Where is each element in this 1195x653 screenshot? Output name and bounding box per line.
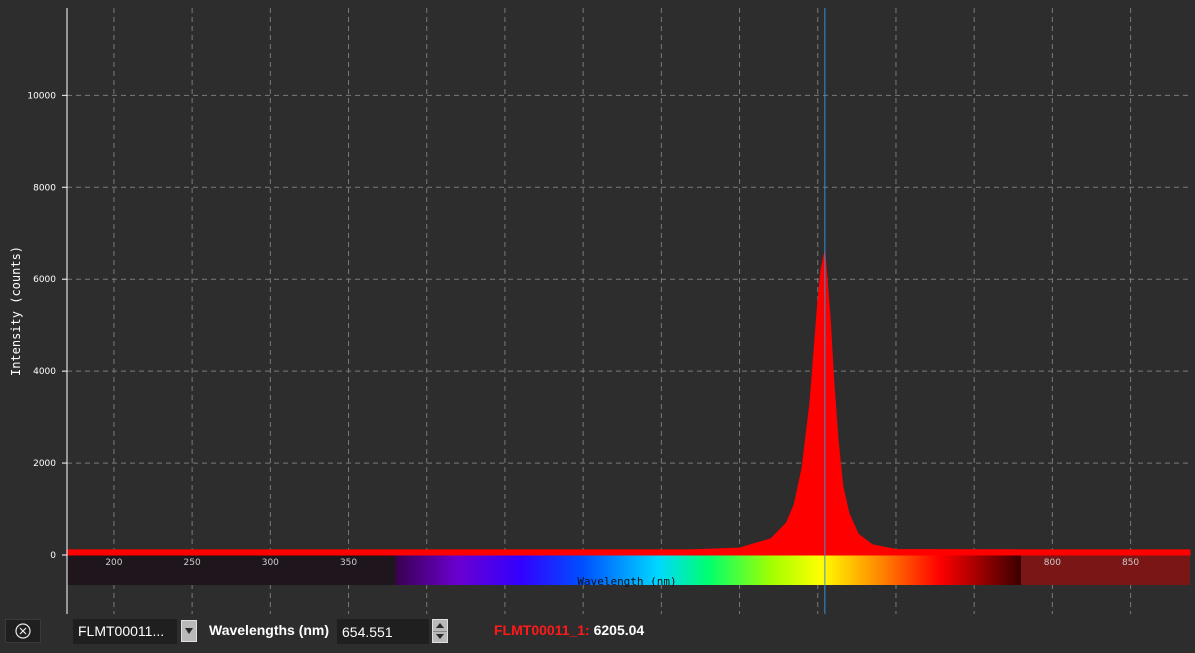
device-select-value: FLMT00011...: [78, 623, 165, 639]
x-axis-label: Wavelength (nm): [577, 575, 676, 588]
y-tick-label: 8000: [33, 183, 56, 193]
x-tick-label: 800: [1044, 558, 1061, 568]
x-tick-label: 850: [1122, 558, 1139, 568]
x-tick-label: 250: [184, 558, 201, 568]
cursor-readout: FLMT00011_1: 6205.04: [494, 620, 644, 640]
device-select-dropdown-button[interactable]: [181, 620, 197, 642]
uv-band: [67, 555, 396, 585]
wavelength-input[interactable]: [337, 619, 429, 644]
y-tick-label: 0: [50, 551, 56, 561]
x-tick-label: 350: [340, 558, 357, 568]
readout-series-name: FLMT00011_1:: [494, 622, 590, 638]
spin-down-button[interactable]: [433, 631, 447, 642]
close-circle-icon: [15, 623, 31, 639]
spin-down-icon: [436, 634, 444, 639]
bottom-toolbar: FLMT00011... Wavelengths (nm) FLMT00011_…: [0, 614, 1195, 653]
wavelengths-label: Wavelengths (nm): [209, 622, 330, 638]
spin-up-icon: [436, 623, 444, 628]
spin-up-button[interactable]: [433, 620, 447, 632]
series-area: [66, 251, 1191, 556]
wavelength-spinner[interactable]: [432, 619, 448, 643]
y-axis-label: Intensity (counts): [9, 246, 23, 376]
visible-spectrum-band: [395, 555, 1022, 585]
spectrum-plot[interactable]: 0 2000 4000 6000 8000 10000 200 250 300 350 800 850…: [0, 0, 1195, 614]
x-tick-label: 200: [105, 558, 122, 568]
device-select[interactable]: FLMT00011...: [73, 619, 177, 644]
y-tick-label: 6000: [33, 275, 56, 285]
spectrum-chart[interactable]: 0 2000 4000 6000 8000 10000 200 250 300 350 800 850…: [0, 0, 1195, 614]
x-tick-label: 300: [262, 558, 279, 568]
y-tick-label: 2000: [33, 459, 56, 469]
close-button[interactable]: [5, 619, 41, 643]
y-tick-label: 4000: [33, 367, 56, 377]
chevron-down-icon: [185, 628, 193, 634]
ir-band: [1021, 555, 1190, 585]
y-tick-label: 10000: [27, 91, 56, 101]
readout-value: 6205.04: [593, 622, 645, 638]
